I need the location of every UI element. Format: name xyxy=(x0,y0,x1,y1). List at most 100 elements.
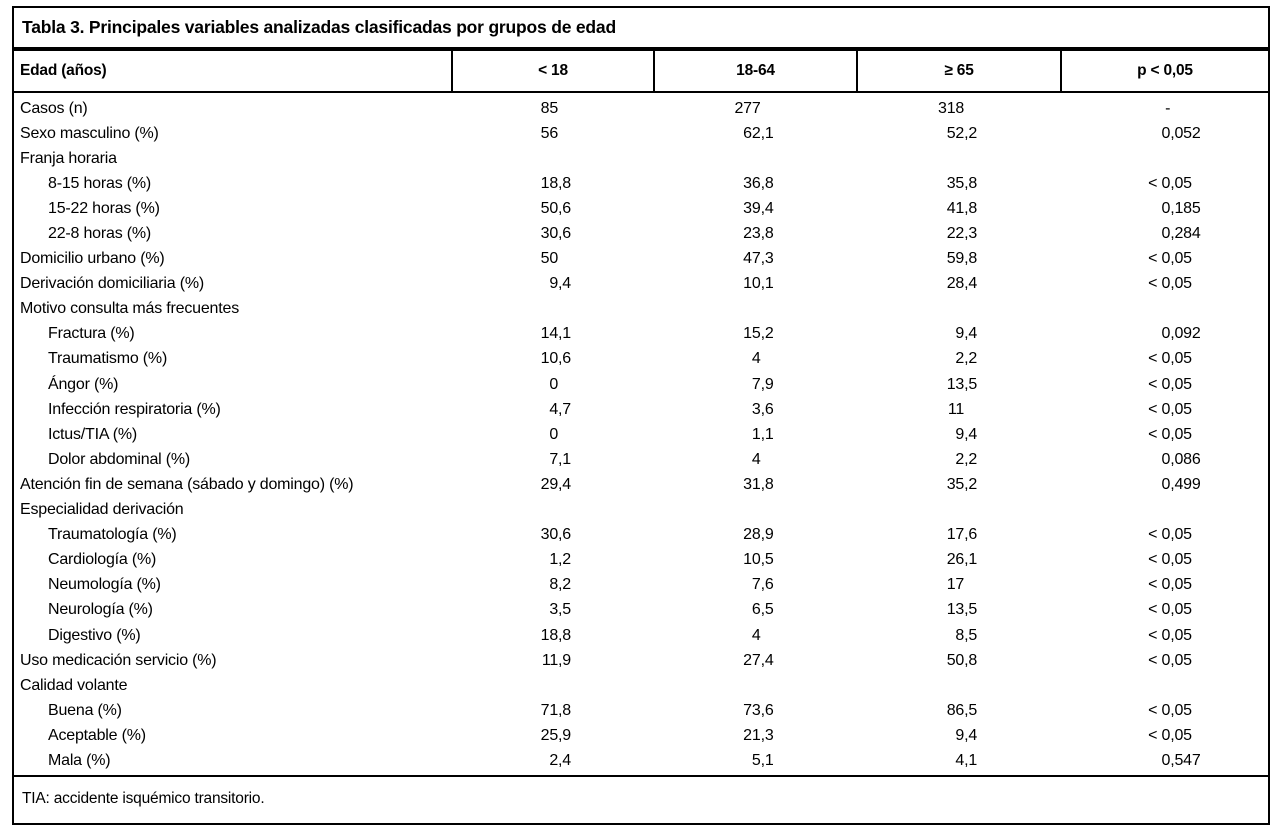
row-value: 27,4 xyxy=(743,651,774,669)
table-row: Dolor abdominal (%) 7,1 4 2,2 0,086 xyxy=(14,447,1268,472)
row-value: 0,284 xyxy=(1161,225,1201,243)
row-value: < 0,05 xyxy=(1148,275,1192,293)
table-3-container: Tabla 3. Principales variables analizada… xyxy=(12,6,1270,825)
table-section-row: Motivo consulta más frecuentes xyxy=(14,297,1268,322)
row-value: < 0,05 xyxy=(1148,350,1192,368)
table-row: Sexo masculino (%) 56 62,1 52,2 0,052 xyxy=(14,121,1268,146)
row-value: 0 xyxy=(549,375,559,393)
row-value: < 0,05 xyxy=(1148,551,1192,569)
table-row: Derivación domiciliaria (%) 9,4 10,1 28,4 < … xyxy=(14,272,1268,297)
table-body: Casos (n) 85 277 318 - Sexo masculino (%) 56 62… xyxy=(14,93,1268,774)
row-value: 10,6 xyxy=(540,350,572,368)
row-value: 35,8 xyxy=(946,174,978,192)
row-value: 18,8 xyxy=(540,626,572,644)
row-value xyxy=(1060,150,1268,168)
row-value: 0,185 xyxy=(1161,199,1201,217)
table-section-row: Calidad volante xyxy=(14,673,1268,698)
row-value: < 0,05 xyxy=(1148,400,1192,418)
row-value: 29,4 xyxy=(540,475,572,493)
row-value: 5,1 xyxy=(751,751,774,769)
row-label: Traumatología (%) xyxy=(48,526,177,544)
row-value: 4 xyxy=(751,626,761,644)
table-row: 8-15 horas (%) 18,8 36,8 35,8 < 0,05 xyxy=(14,171,1268,196)
table-row: Uso medicación servicio (%) 11,9 27,4 50,8 <… xyxy=(14,648,1268,673)
row-value: < 0,05 xyxy=(1148,174,1192,192)
row-label: Casos (n) xyxy=(20,99,88,117)
row-value: 71,8 xyxy=(540,701,572,719)
row-value: 15,2 xyxy=(743,325,774,343)
row-label: Neurología (%) xyxy=(48,601,153,619)
row-label: Ictus/TIA (%) xyxy=(48,425,137,443)
row-value: 28,9 xyxy=(743,526,774,544)
table-row: 15-22 horas (%) 50,6 39,4 41,8 0,185 xyxy=(14,196,1268,221)
row-value: 318 xyxy=(938,99,965,117)
row-value: 14,1 xyxy=(540,325,572,343)
row-value xyxy=(451,150,653,168)
row-value xyxy=(856,677,1060,695)
table-title: Tabla 3. Principales variables analizada… xyxy=(22,17,616,37)
row-value: 59,8 xyxy=(946,250,978,268)
row-label: Derivación domiciliaria (%) xyxy=(20,275,204,293)
row-value: 10,5 xyxy=(743,551,774,569)
row-value: 50 xyxy=(540,250,559,268)
row-value: < 0,05 xyxy=(1148,601,1192,619)
table-row: Ángor (%) 0 7,9 13,5 < 0,05 xyxy=(14,372,1268,397)
row-value: 13,5 xyxy=(946,375,978,393)
row-value xyxy=(856,150,1060,168)
row-value: 30,6 xyxy=(540,225,572,243)
table-row: Domicilio urbano (%) 50 47,3 59,8 < 0,05 xyxy=(14,247,1268,272)
row-value: 4 xyxy=(751,450,761,468)
row-value: 85 xyxy=(540,99,559,117)
table-row: Cardiología (%) 1,2 10,5 26,1 < 0,05 xyxy=(14,548,1268,573)
title-divider-rule xyxy=(14,47,1268,51)
row-value: 22,3 xyxy=(946,225,978,243)
row-value: 4,7 xyxy=(549,400,571,418)
row-value: 0,499 xyxy=(1161,475,1201,493)
row-value: 9,4 xyxy=(955,325,978,343)
table-footnote-area: TIA: accidente isquémico transitorio. xyxy=(14,777,1268,808)
row-value: 7,6 xyxy=(751,576,774,594)
row-value: 13,5 xyxy=(946,601,978,619)
table-row: Neurología (%) 3,5 6,5 13,5 < 0,05 xyxy=(14,598,1268,623)
row-value: 7,1 xyxy=(549,450,571,468)
footnote-divider-rule xyxy=(14,774,1268,777)
column-header-65-plus: ≥ 65 xyxy=(856,51,1060,91)
row-value: 31,8 xyxy=(743,475,774,493)
row-value: 25,9 xyxy=(540,726,572,744)
row-value: 35,2 xyxy=(946,475,978,493)
column-header-p-value: p < 0,05 xyxy=(1060,51,1268,91)
table-footnote: TIA: accidente isquémico transitorio. xyxy=(22,789,265,807)
row-value xyxy=(856,300,1060,318)
row-value: 23,8 xyxy=(743,225,774,243)
row-value: 17,6 xyxy=(946,526,978,544)
row-label: Digestivo (%) xyxy=(48,626,141,644)
table-row: Fractura (%) 14,1 15,2 9,4 0,092 xyxy=(14,322,1268,347)
row-value: 47,3 xyxy=(743,250,774,268)
row-label: Infección respiratoria (%) xyxy=(48,400,221,418)
row-value: 2,4 xyxy=(549,751,571,769)
row-label: Aceptable (%) xyxy=(48,726,146,744)
row-value: 50,6 xyxy=(540,199,572,217)
row-label: Mala (%) xyxy=(48,751,111,769)
table-row: Ictus/TIA (%) 0 1,1 9,4 < 0,05 xyxy=(14,422,1268,447)
row-value: 2,2 xyxy=(955,450,978,468)
column-header-18-64: 18-64 xyxy=(653,51,856,91)
row-value: 277 xyxy=(734,99,761,117)
row-value: < 0,05 xyxy=(1148,250,1192,268)
table-row: Infección respiratoria (%) 4,7 3,6 11 < 0,05 xyxy=(14,397,1268,422)
row-value: 62,1 xyxy=(743,124,774,142)
row-value xyxy=(1060,501,1268,519)
row-value xyxy=(1060,300,1268,318)
row-value: 50,8 xyxy=(946,651,978,669)
row-value: 0,086 xyxy=(1161,450,1201,468)
row-value: < 0,05 xyxy=(1148,626,1192,644)
row-value xyxy=(653,677,856,695)
section-label: Calidad volante xyxy=(20,676,128,694)
row-value: 0 xyxy=(549,425,559,443)
column-header-under-18: < 18 xyxy=(451,51,653,91)
row-value xyxy=(1060,677,1268,695)
row-value: 2,2 xyxy=(955,350,978,368)
row-label: Cardiología (%) xyxy=(48,551,157,569)
row-value: 6,5 xyxy=(751,601,774,619)
table-row: Neumología (%) 8,2 7,6 17 < 0,05 xyxy=(14,573,1268,598)
